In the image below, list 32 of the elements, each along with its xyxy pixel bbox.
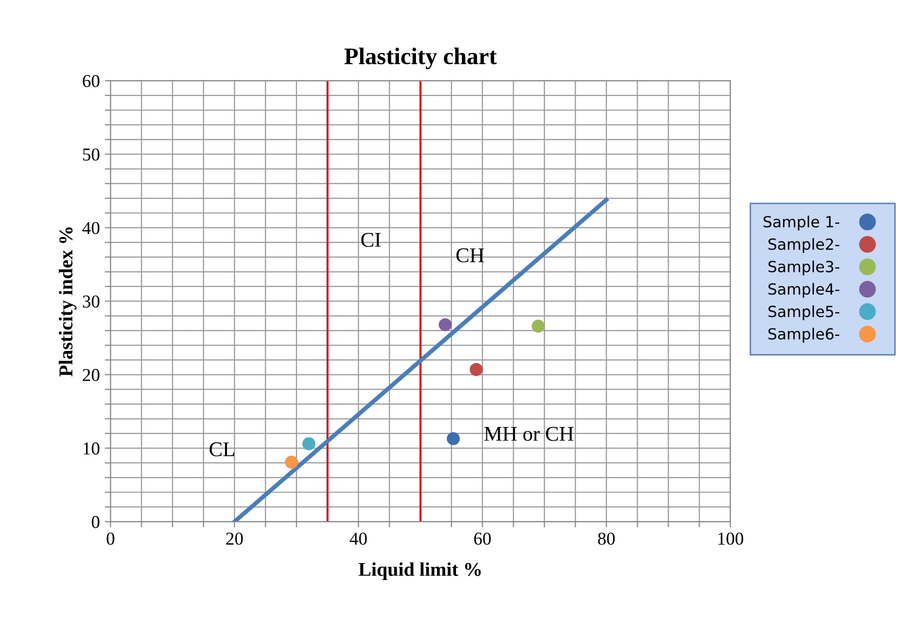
legend-label: Sample6-	[768, 328, 840, 343]
y-tick-label: 20	[82, 368, 100, 382]
x-tick-label: 0	[106, 532, 114, 545]
x-axis-title: Liquid limit %	[358, 562, 481, 580]
annotation: CL	[210, 442, 234, 456]
x-tick-label: 100	[718, 532, 744, 545]
y-tick-label: 30	[82, 295, 100, 308]
y-tick-label: 40	[82, 222, 100, 234]
y-tick-label: 0	[92, 516, 100, 528]
y-tick-label: 50	[83, 148, 100, 161]
legend-label: Sample5-	[768, 305, 840, 320]
point	[438, 318, 452, 332]
point	[302, 437, 316, 450]
y-axis-title: Plasticity index %	[58, 227, 76, 376]
x-tick-label: 40	[350, 532, 367, 545]
point	[446, 432, 460, 446]
y-tick-label: 10	[84, 442, 100, 455]
x-tick-label: 80	[598, 532, 615, 545]
point	[285, 456, 298, 469]
point	[532, 320, 545, 333]
annotation: MH or CH	[484, 426, 574, 441]
annotation: CH	[456, 248, 484, 262]
point	[470, 363, 483, 376]
x-tick-label: 20	[226, 532, 243, 545]
legend-label: Sample4-	[768, 282, 840, 298]
legend-label: Sample 1-	[764, 216, 840, 230]
legend-label: Sample3-	[768, 260, 840, 276]
x-tick-label: 60	[474, 532, 491, 545]
legend-label: Sample2-	[768, 238, 840, 253]
chart-title: Plasticity chart	[344, 48, 497, 70]
y-tick-label: 60	[82, 74, 100, 88]
annotation: CI	[361, 232, 381, 247]
